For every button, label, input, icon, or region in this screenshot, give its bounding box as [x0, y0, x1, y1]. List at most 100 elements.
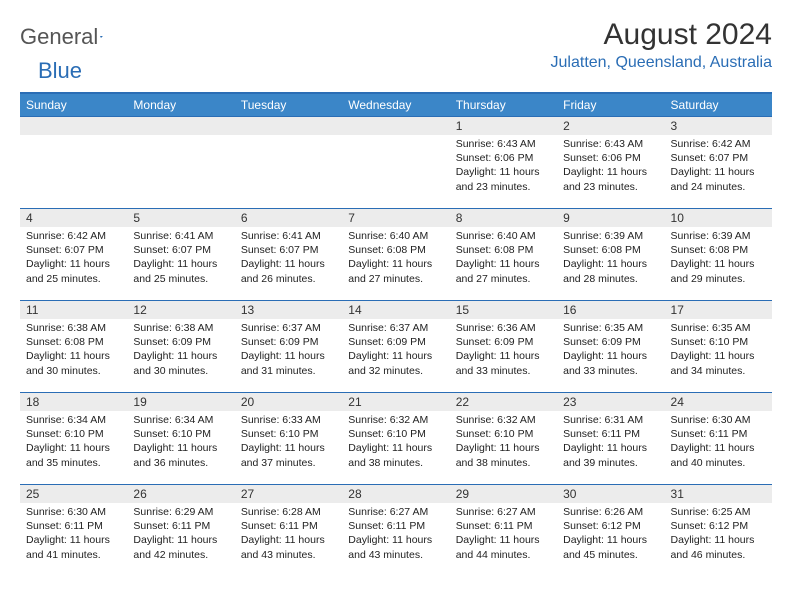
daylight-text: Daylight: 11 hours and 37 minutes. — [241, 441, 336, 469]
calendar-day-cell: 16Sunrise: 6:35 AMSunset: 6:09 PMDayligh… — [557, 301, 664, 393]
day-number: 1 — [450, 117, 557, 135]
day-details: Sunrise: 6:39 AMSunset: 6:08 PMDaylight:… — [665, 227, 772, 290]
day-details: Sunrise: 6:31 AMSunset: 6:11 PMDaylight:… — [557, 411, 664, 474]
sunrise-text: Sunrise: 6:37 AM — [241, 321, 336, 335]
calendar-day-cell: 29Sunrise: 6:27 AMSunset: 6:11 PMDayligh… — [450, 485, 557, 577]
sunset-text: Sunset: 6:09 PM — [133, 335, 228, 349]
day-details: Sunrise: 6:42 AMSunset: 6:07 PMDaylight:… — [20, 227, 127, 290]
daylight-text: Daylight: 11 hours and 38 minutes. — [348, 441, 443, 469]
sunset-text: Sunset: 6:10 PM — [671, 335, 766, 349]
sunset-text: Sunset: 6:10 PM — [241, 427, 336, 441]
day-header: Thursday — [450, 93, 557, 117]
day-details: Sunrise: 6:37 AMSunset: 6:09 PMDaylight:… — [235, 319, 342, 382]
calendar-day-cell — [20, 117, 127, 209]
day-details: Sunrise: 6:27 AMSunset: 6:11 PMDaylight:… — [450, 503, 557, 566]
sunset-text: Sunset: 6:10 PM — [133, 427, 228, 441]
calendar-day-cell: 1Sunrise: 6:43 AMSunset: 6:06 PMDaylight… — [450, 117, 557, 209]
day-number: 11 — [20, 301, 127, 319]
sunrise-text: Sunrise: 6:42 AM — [26, 229, 121, 243]
day-number — [20, 117, 127, 135]
day-number: 10 — [665, 209, 772, 227]
sunset-text: Sunset: 6:08 PM — [456, 243, 551, 257]
day-header: Wednesday — [342, 93, 449, 117]
day-number: 30 — [557, 485, 664, 503]
calendar-day-cell: 31Sunrise: 6:25 AMSunset: 6:12 PMDayligh… — [665, 485, 772, 577]
calendar-day-cell — [127, 117, 234, 209]
daylight-text: Daylight: 11 hours and 25 minutes. — [133, 257, 228, 285]
day-number: 2 — [557, 117, 664, 135]
day-details: Sunrise: 6:38 AMSunset: 6:08 PMDaylight:… — [20, 319, 127, 382]
calendar-week-row: 1Sunrise: 6:43 AMSunset: 6:06 PMDaylight… — [20, 117, 772, 209]
day-details: Sunrise: 6:30 AMSunset: 6:11 PMDaylight:… — [665, 411, 772, 474]
daylight-text: Daylight: 11 hours and 33 minutes. — [456, 349, 551, 377]
sunset-text: Sunset: 6:11 PM — [133, 519, 228, 533]
calendar-day-cell: 6Sunrise: 6:41 AMSunset: 6:07 PMDaylight… — [235, 209, 342, 301]
day-details: Sunrise: 6:32 AMSunset: 6:10 PMDaylight:… — [450, 411, 557, 474]
day-details: Sunrise: 6:33 AMSunset: 6:10 PMDaylight:… — [235, 411, 342, 474]
calendar-day-cell: 9Sunrise: 6:39 AMSunset: 6:08 PMDaylight… — [557, 209, 664, 301]
calendar-day-cell: 8Sunrise: 6:40 AMSunset: 6:08 PMDaylight… — [450, 209, 557, 301]
day-details: Sunrise: 6:43 AMSunset: 6:06 PMDaylight:… — [450, 135, 557, 198]
calendar-day-cell: 28Sunrise: 6:27 AMSunset: 6:11 PMDayligh… — [342, 485, 449, 577]
sunrise-text: Sunrise: 6:42 AM — [671, 137, 766, 151]
sunset-text: Sunset: 6:10 PM — [26, 427, 121, 441]
day-details: Sunrise: 6:36 AMSunset: 6:09 PMDaylight:… — [450, 319, 557, 382]
sunset-text: Sunset: 6:07 PM — [241, 243, 336, 257]
day-number: 15 — [450, 301, 557, 319]
daylight-text: Daylight: 11 hours and 25 minutes. — [26, 257, 121, 285]
sunrise-text: Sunrise: 6:32 AM — [348, 413, 443, 427]
calendar-week-row: 4Sunrise: 6:42 AMSunset: 6:07 PMDaylight… — [20, 209, 772, 301]
calendar-day-cell: 27Sunrise: 6:28 AMSunset: 6:11 PMDayligh… — [235, 485, 342, 577]
daylight-text: Daylight: 11 hours and 27 minutes. — [456, 257, 551, 285]
sunrise-text: Sunrise: 6:37 AM — [348, 321, 443, 335]
calendar-day-cell: 19Sunrise: 6:34 AMSunset: 6:10 PMDayligh… — [127, 393, 234, 485]
sunrise-text: Sunrise: 6:43 AM — [563, 137, 658, 151]
calendar-day-cell: 3Sunrise: 6:42 AMSunset: 6:07 PMDaylight… — [665, 117, 772, 209]
day-details: Sunrise: 6:37 AMSunset: 6:09 PMDaylight:… — [342, 319, 449, 382]
sunset-text: Sunset: 6:09 PM — [563, 335, 658, 349]
sunrise-text: Sunrise: 6:40 AM — [456, 229, 551, 243]
daylight-text: Daylight: 11 hours and 46 minutes. — [671, 533, 766, 561]
sunrise-text: Sunrise: 6:40 AM — [348, 229, 443, 243]
day-details: Sunrise: 6:39 AMSunset: 6:08 PMDaylight:… — [557, 227, 664, 290]
daylight-text: Daylight: 11 hours and 40 minutes. — [671, 441, 766, 469]
day-header: Sunday — [20, 93, 127, 117]
daylight-text: Daylight: 11 hours and 42 minutes. — [133, 533, 228, 561]
calendar-week-row: 18Sunrise: 6:34 AMSunset: 6:10 PMDayligh… — [20, 393, 772, 485]
day-number: 17 — [665, 301, 772, 319]
day-number: 31 — [665, 485, 772, 503]
sunrise-text: Sunrise: 6:41 AM — [133, 229, 228, 243]
daylight-text: Daylight: 11 hours and 24 minutes. — [671, 165, 766, 193]
sunset-text: Sunset: 6:11 PM — [241, 519, 336, 533]
calendar-day-cell: 18Sunrise: 6:34 AMSunset: 6:10 PMDayligh… — [20, 393, 127, 485]
logo-flag-icon — [100, 29, 103, 45]
sunrise-text: Sunrise: 6:27 AM — [456, 505, 551, 519]
sunset-text: Sunset: 6:09 PM — [456, 335, 551, 349]
day-details: Sunrise: 6:42 AMSunset: 6:07 PMDaylight:… — [665, 135, 772, 198]
calendar-body: 1Sunrise: 6:43 AMSunset: 6:06 PMDaylight… — [20, 117, 772, 577]
sunset-text: Sunset: 6:06 PM — [456, 151, 551, 165]
calendar-day-cell: 20Sunrise: 6:33 AMSunset: 6:10 PMDayligh… — [235, 393, 342, 485]
logo-text-general: General — [20, 24, 98, 50]
calendar-day-cell: 11Sunrise: 6:38 AMSunset: 6:08 PMDayligh… — [20, 301, 127, 393]
day-header: Tuesday — [235, 93, 342, 117]
day-number — [342, 117, 449, 135]
calendar-header-row: SundayMondayTuesdayWednesdayThursdayFrid… — [20, 93, 772, 117]
day-header: Saturday — [665, 93, 772, 117]
sunset-text: Sunset: 6:08 PM — [348, 243, 443, 257]
day-details: Sunrise: 6:40 AMSunset: 6:08 PMDaylight:… — [342, 227, 449, 290]
daylight-text: Daylight: 11 hours and 31 minutes. — [241, 349, 336, 377]
sunrise-text: Sunrise: 6:33 AM — [241, 413, 336, 427]
day-number: 20 — [235, 393, 342, 411]
sunset-text: Sunset: 6:10 PM — [348, 427, 443, 441]
day-number: 6 — [235, 209, 342, 227]
day-number: 29 — [450, 485, 557, 503]
day-number: 27 — [235, 485, 342, 503]
day-number: 18 — [20, 393, 127, 411]
sunrise-text: Sunrise: 6:26 AM — [563, 505, 658, 519]
sunrise-text: Sunrise: 6:35 AM — [563, 321, 658, 335]
calendar-day-cell: 23Sunrise: 6:31 AMSunset: 6:11 PMDayligh… — [557, 393, 664, 485]
calendar-week-row: 25Sunrise: 6:30 AMSunset: 6:11 PMDayligh… — [20, 485, 772, 577]
calendar-day-cell: 25Sunrise: 6:30 AMSunset: 6:11 PMDayligh… — [20, 485, 127, 577]
calendar-day-cell: 15Sunrise: 6:36 AMSunset: 6:09 PMDayligh… — [450, 301, 557, 393]
